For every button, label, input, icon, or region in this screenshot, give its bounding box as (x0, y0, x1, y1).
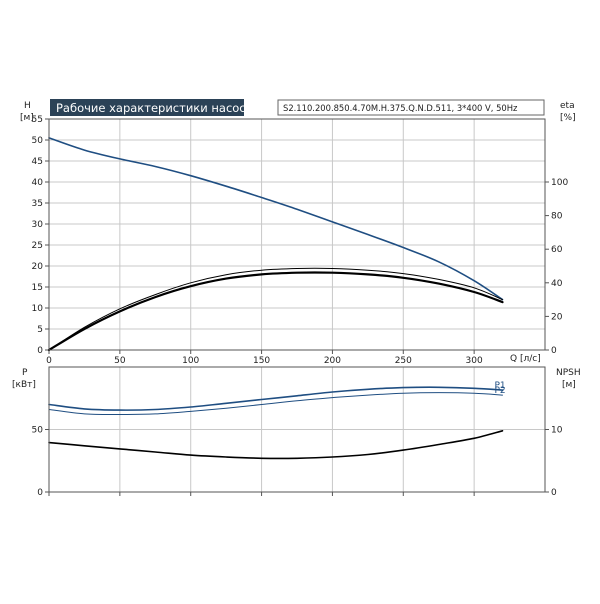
right-tick-label: 40 (551, 279, 563, 289)
chart-title: Рабочие характеристики насоса (56, 101, 253, 115)
right-tick-label: 60 (551, 245, 563, 255)
bottom-panel-grid (48, 367, 545, 493)
left-tick-label: 55 (32, 115, 43, 125)
series-line-0-0 (48, 137, 504, 301)
right-tick-label: 10 (551, 426, 563, 436)
right-tick-label: 0 (551, 488, 557, 498)
eta-axis-unit: [%] (560, 113, 576, 123)
series-line-0-1 (48, 267, 503, 351)
right-tick-label: 100 (551, 178, 568, 188)
left-tick-label: 45 (32, 157, 43, 167)
left-tick-label: 10 (32, 304, 44, 314)
series-label-p1: P1 (494, 381, 505, 391)
left-tick-label: 15 (32, 283, 43, 293)
bottom-panel-series (48, 386, 504, 460)
x-tick-label: 250 (395, 356, 412, 366)
left-tick-label: 35 (32, 199, 43, 209)
top-panel-grid (48, 118, 545, 351)
series-label-p2: P2 (494, 386, 505, 396)
series-line-1-0 (48, 386, 504, 411)
power-axis-unit: [кВт] (12, 380, 36, 390)
series-line-0-2 (47, 271, 504, 352)
npsh-axis-unit: [м] (562, 380, 576, 390)
x-tick-label: 300 (466, 356, 483, 366)
left-tick-label: 50 (32, 136, 44, 146)
right-tick-label: 0 (551, 346, 557, 356)
left-tick-label: 25 (32, 241, 43, 251)
x-tick-label: 0 (46, 356, 52, 366)
series-line-1-2 (48, 430, 504, 460)
x-tick-label: 100 (182, 356, 199, 366)
left-tick-label: 30 (32, 220, 44, 230)
left-tick-label: 0 (37, 346, 43, 356)
bottom-panel-frame (48, 366, 546, 493)
series-line-1-1 (48, 392, 503, 416)
x-tick-label: 50 (114, 356, 126, 366)
right-tick-label: 80 (551, 212, 563, 222)
model-box (277, 99, 545, 116)
right-tick-label: 20 (551, 312, 563, 322)
top-panel-series (47, 137, 504, 352)
left-tick-label: 40 (32, 178, 44, 188)
left-tick-label: 0 (37, 488, 43, 498)
model-label: S2.110.200.850.4.70M.H.375.Q.N.D.511, 3*… (283, 103, 518, 113)
bottom-panel-ticks: 0 50 0 10 (32, 426, 563, 499)
x-tick-label: 200 (324, 356, 341, 366)
left-tick-label: 5 (37, 325, 43, 335)
top-panel-frame (48, 118, 546, 351)
title-box (50, 99, 244, 116)
left-tick-label: 20 (32, 262, 44, 272)
power-axis-label: P (22, 368, 28, 378)
head-axis-unit: [м] (20, 113, 34, 123)
top-panel-ticks: 0 50 100 150 200 250 3000510152025303540455055… (32, 115, 569, 366)
left-tick-label: 50 (32, 426, 44, 436)
npsh-axis-label: NPSH (556, 368, 581, 378)
flow-axis-label: Q [л/с] (510, 354, 541, 364)
x-tick-label: 150 (253, 356, 270, 366)
head-axis-label: H (24, 101, 31, 111)
eta-axis-label: eta (560, 101, 575, 111)
